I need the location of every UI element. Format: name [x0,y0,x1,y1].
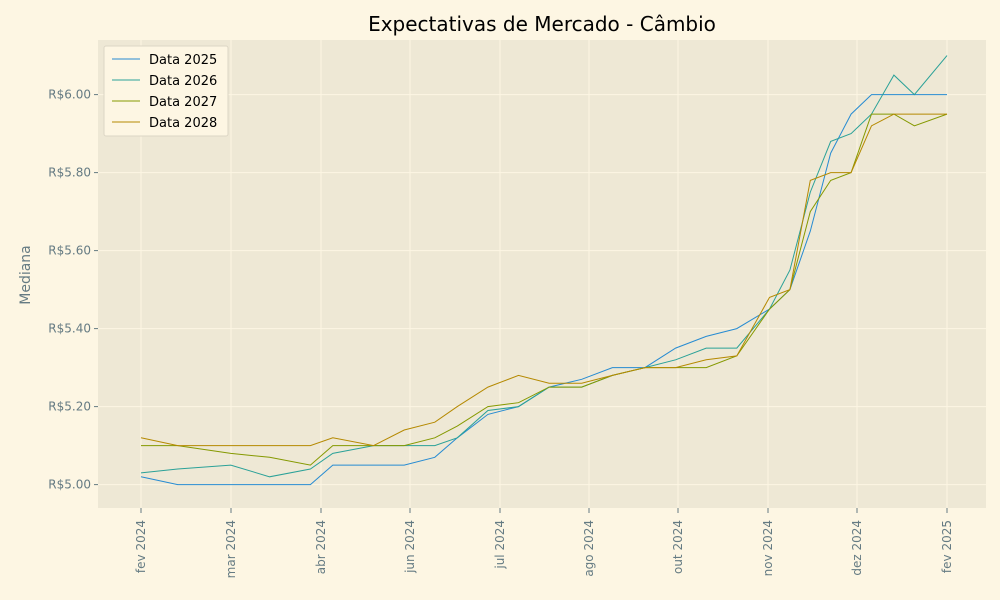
series-line [140,94,947,486]
legend-box [103,45,229,137]
y-axis-label: Mediana [18,245,34,305]
x-tick-label: nov 2024 [761,520,775,576]
x-tick-label: fev 2024 [134,520,148,573]
series-line [141,113,948,466]
plot-area [98,40,986,508]
legend-label: Data 2027 [149,95,217,110]
x-tick-label: jun 2024 [403,520,417,574]
x-tick-label: mar 2024 [224,520,238,578]
x-tick-label: abr 2024 [314,520,328,574]
y-tick-label: R$5.20 [48,400,91,414]
chart-title: Expectativas de Mercado - Câmbio [368,12,716,36]
legend-label: Data 2028 [149,116,217,131]
y-tick-label: R$5.60 [48,244,91,258]
legend-label: Data 2026 [149,74,217,89]
y-axis: R$5.00 R$5.20 R$5.40 R$5.60 R$5.80 R$6.00 [48,88,98,492]
y-tick-label: R$5.00 [48,478,91,492]
grid [98,40,986,508]
x-tick-label: ago 2024 [582,520,596,577]
series-line [140,113,947,447]
x-tick-label: dez 2024 [850,520,864,576]
legend-label: Data 2025 [149,53,217,68]
x-tick-label: out 2024 [671,520,685,574]
y-tick-label: R$5.80 [48,166,91,180]
legend: Data 2025 Data 2026 Data 2027 Data 2028 [103,45,229,137]
x-tick-label: jul 2024 [493,520,507,570]
y-tick-label: R$6.00 [48,88,91,102]
series-lines [140,55,948,486]
y-tick-label: R$5.40 [48,322,91,336]
x-tick-label: fev 2025 [940,520,954,573]
x-axis: fev 2024 mar 2024 abr 2024 jun 2024 jul 2024… [134,508,954,578]
